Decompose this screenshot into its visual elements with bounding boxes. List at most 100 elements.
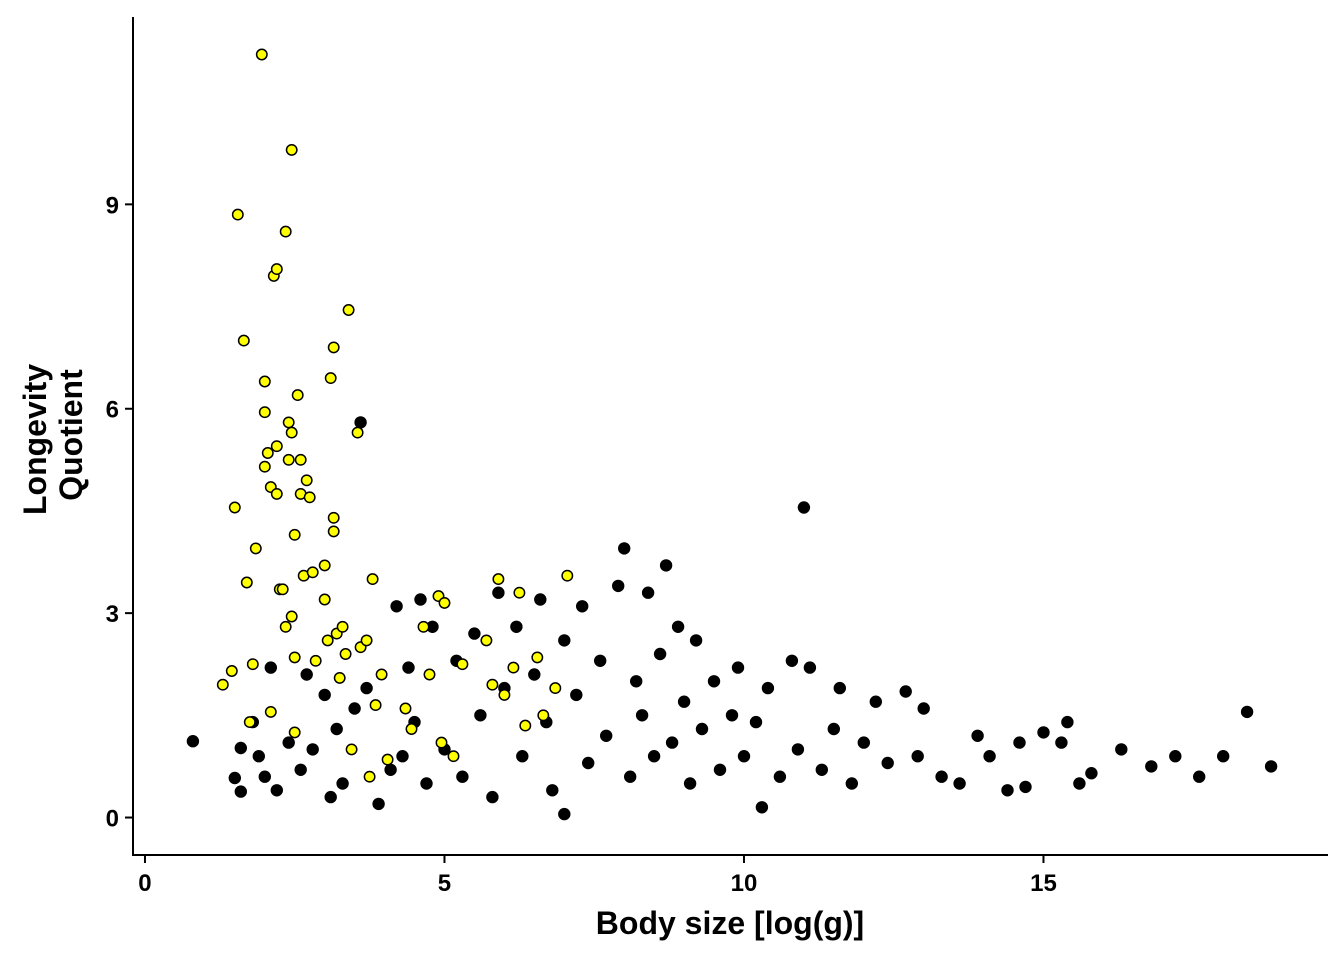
y-axis-title: Longevity Quotient <box>17 355 89 515</box>
data-point <box>935 770 948 783</box>
data-point <box>1085 767 1098 780</box>
data-point <box>270 263 283 276</box>
axes <box>132 17 1328 856</box>
data-point <box>1013 736 1026 749</box>
data-point <box>390 600 403 613</box>
data-point <box>815 763 829 777</box>
data-point <box>1001 784 1014 797</box>
data-point <box>318 593 331 606</box>
data-point <box>330 722 343 736</box>
data-point <box>953 777 966 790</box>
data-point <box>911 750 924 763</box>
data-point <box>618 542 631 555</box>
data-point <box>971 729 984 743</box>
data-point <box>630 675 643 688</box>
data-point <box>534 593 547 606</box>
data-point <box>264 705 277 718</box>
data-point <box>261 447 274 459</box>
data-point <box>546 784 559 797</box>
data-point <box>516 750 529 763</box>
data-point <box>327 341 340 354</box>
data-point <box>803 661 817 674</box>
data-point <box>558 634 571 647</box>
data-point <box>695 722 709 736</box>
data-point <box>1037 726 1050 739</box>
data-point <box>354 416 367 429</box>
data-point <box>576 600 589 613</box>
data-point <box>279 620 292 633</box>
data-point <box>285 143 298 156</box>
data-point <box>561 569 574 582</box>
data-point <box>671 620 685 634</box>
data-point <box>324 372 337 385</box>
data-point <box>456 658 469 671</box>
data-point <box>1216 750 1230 763</box>
data-point <box>612 579 625 593</box>
data-point <box>507 661 520 674</box>
data-point <box>396 750 409 763</box>
data-point <box>1169 750 1182 763</box>
data-point <box>348 702 361 715</box>
data-point <box>282 453 295 466</box>
data-point <box>216 678 229 691</box>
data-point <box>600 729 613 743</box>
data-point <box>869 695 883 708</box>
data-point <box>1115 743 1128 756</box>
data-point <box>243 716 256 729</box>
data-point <box>635 709 649 722</box>
data-point <box>827 722 841 736</box>
data-point <box>270 784 284 797</box>
data-point <box>276 583 289 596</box>
x-tick-label: 15 <box>1030 870 1057 897</box>
y-tick-label: 3 <box>106 601 119 628</box>
data-point <box>641 586 655 599</box>
data-point <box>285 610 298 623</box>
data-point <box>186 735 200 748</box>
data-point <box>417 620 430 633</box>
y-tick-label: 9 <box>106 192 119 219</box>
data-point <box>1240 705 1254 719</box>
data-point <box>303 491 316 504</box>
data-point <box>318 688 331 702</box>
data-point <box>492 573 505 586</box>
data-point <box>486 678 499 691</box>
data-point <box>360 634 373 647</box>
data-point <box>342 304 355 316</box>
data-point <box>399 702 412 715</box>
y-axis-title-line-2: Quotient <box>53 369 89 501</box>
data-point <box>474 709 487 722</box>
data-point <box>707 675 721 688</box>
data-point <box>737 750 751 763</box>
data-point <box>252 750 265 763</box>
data-point <box>570 688 583 702</box>
data-point <box>519 719 532 732</box>
data-point <box>339 648 352 660</box>
data-point <box>306 566 319 579</box>
data-point <box>833 681 847 695</box>
data-point <box>225 665 238 677</box>
data-point <box>279 225 292 238</box>
data-point <box>683 777 697 790</box>
data-point <box>258 460 271 473</box>
data-point <box>1019 780 1032 794</box>
data-point <box>791 743 805 756</box>
data-point <box>755 801 769 814</box>
points-layer <box>186 48 1278 821</box>
data-point <box>677 695 691 708</box>
data-point <box>480 634 493 647</box>
data-point <box>659 559 673 572</box>
data-point <box>369 699 382 712</box>
data-point <box>336 777 349 790</box>
data-point <box>234 741 248 755</box>
data-point <box>857 736 871 749</box>
data-point <box>647 750 661 763</box>
data-point <box>653 647 667 661</box>
data-point <box>228 771 242 785</box>
data-point <box>255 48 268 61</box>
data-point <box>510 620 523 634</box>
data-point <box>1264 760 1278 773</box>
data-point <box>288 528 301 541</box>
data-point <box>725 709 739 722</box>
data-point <box>234 785 248 798</box>
